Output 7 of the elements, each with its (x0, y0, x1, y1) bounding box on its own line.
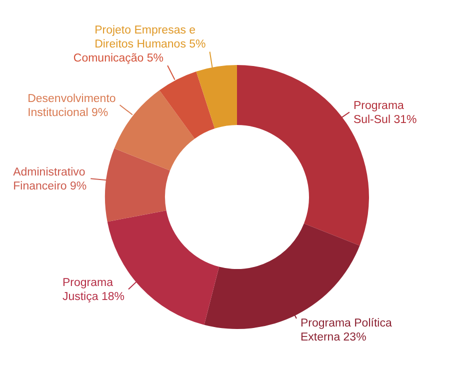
slice-label: Programa Sul-Sul 31% (353, 100, 417, 126)
slice-label: Programa Justiça 18% (62, 277, 124, 304)
slice-label: Projeto Empresas e Direitos Humanos 5% (94, 24, 206, 51)
slice-label: Programa Política Externa 23% (300, 318, 392, 344)
slice-label: Desenvolvimento Institucional 9% (28, 92, 116, 119)
slice-label: Comunicação 5% (73, 52, 164, 64)
slice-label: Administrativo Financeiro 9% (13, 166, 87, 193)
